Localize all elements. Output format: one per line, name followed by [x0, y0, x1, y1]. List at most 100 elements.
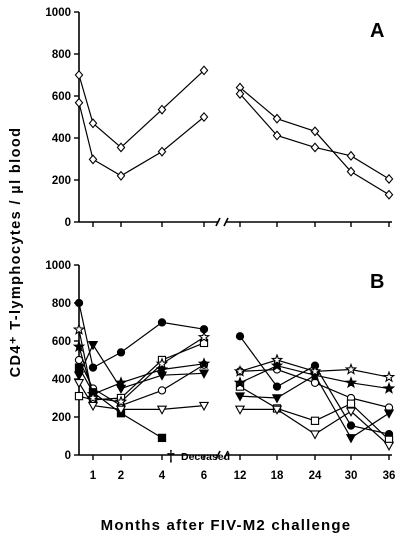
panel-b-point [198, 369, 210, 379]
panel-b-series-5 [73, 341, 395, 444]
panel-b-point [114, 395, 128, 408]
panel-a-point [74, 97, 84, 108]
panel-a-point [88, 154, 98, 165]
panel-b-point [114, 376, 128, 389]
panel-b-point [87, 341, 99, 351]
panel-a-series-line [239, 87, 390, 196]
panel-b-point [86, 391, 100, 404]
panel-a-series-line [78, 102, 205, 177]
panel-b-point [235, 332, 245, 341]
panel-b-point [271, 394, 283, 404]
panel-b-y-tick-label: 800 [52, 298, 71, 310]
panel-b-point [74, 391, 84, 401]
x-tick-label: 12 [234, 470, 247, 482]
panel-a-point [384, 189, 394, 200]
panel-b-point [233, 364, 247, 377]
panel-a-series-1 [74, 65, 394, 200]
panel-b-point [234, 392, 246, 402]
panel-b-point [156, 405, 168, 415]
panel-a-series-line [78, 69, 205, 149]
panel-a-point [199, 65, 209, 76]
panel-b-point [87, 401, 99, 412]
panel-b-point [309, 430, 321, 440]
panel-b-point [383, 441, 395, 452]
panel-a-y-tick-label: 200 [52, 175, 71, 187]
panel-b-point [197, 330, 211, 343]
panel-b-point [157, 386, 167, 395]
panel-b-series-2 [74, 355, 394, 412]
panel-a-axis-break-2 [223, 217, 229, 227]
panel-a-point [157, 104, 167, 115]
deceased-note: Deceased [181, 451, 230, 463]
panel-b-point [73, 371, 85, 381]
panel-b-point [346, 399, 356, 408]
panel-b-y-tick-label: 0 [65, 450, 71, 462]
panel-a-y-tick-label: 800 [52, 49, 71, 61]
panel-b-point [197, 357, 211, 370]
panel-b-series-6 [73, 379, 395, 452]
panel-a-point [88, 118, 98, 129]
panel-b-point [157, 318, 167, 327]
panel-b-point [344, 376, 358, 389]
panel-b-point [345, 407, 357, 417]
panel-b-point [308, 368, 322, 381]
panel-a-point [310, 142, 320, 153]
panel-b-point [270, 353, 284, 366]
panel-b-point [72, 323, 86, 335]
panel-b-point [345, 434, 357, 444]
panel-a: 0 200 400 600 800 1000 [45, 7, 394, 229]
panel-a-y-tick-label: 400 [52, 133, 71, 145]
panel-b-point [74, 298, 84, 308]
x-tick-label: 18 [271, 470, 284, 482]
x-tick-label: 4 [159, 470, 166, 482]
panel-b-point [116, 348, 126, 357]
panel-b-point [155, 357, 169, 370]
panel-b-point [234, 405, 246, 415]
x-tick-label: 36 [383, 470, 396, 482]
panel-b-point [382, 370, 396, 383]
y-axis-label: CD4⁺ T-lymphocytes / µl blood [8, 127, 24, 378]
deceased-dagger: † [167, 447, 175, 465]
panel-b-series-8 [72, 323, 396, 408]
panel-a-point [235, 88, 245, 99]
panel-b-point [383, 409, 395, 419]
panel-b-point [198, 401, 210, 412]
x-tick-label: 1 [90, 470, 97, 482]
panel-b-point [310, 416, 320, 425]
panel-a-letter: A [370, 20, 384, 42]
x-tick-label: 24 [309, 470, 322, 482]
panel-b-y-tick-label: 1000 [45, 260, 71, 272]
panel-b-letter: B [370, 271, 384, 293]
panel-b-point [74, 355, 84, 365]
panel-b-point [88, 363, 98, 372]
panel-a-y-tick-label: 1000 [45, 7, 71, 19]
x-axis-label: Months after FIV-M2 challenge [101, 517, 352, 534]
x-tick-label: 2 [118, 470, 124, 482]
panel-a-point [199, 111, 209, 123]
panel-a-point [116, 170, 126, 181]
panel-b-point [272, 382, 282, 391]
panel-b-axis-break-1 [215, 450, 221, 460]
panel-a-point [272, 130, 282, 141]
panel-a-y-tick-label: 0 [65, 217, 71, 229]
panel-b-axis-break-2 [223, 450, 229, 460]
panel-b-point [73, 379, 85, 389]
panel-a-axis-break-1 [215, 217, 221, 227]
panel-b-point [344, 362, 358, 375]
panel-a-point [116, 142, 126, 153]
panel-b-series-line [78, 302, 205, 369]
panel-a-point [74, 69, 84, 81]
panel-a-point [346, 166, 356, 177]
panel-b-y-tick-label: 600 [52, 336, 71, 348]
panel-a-point [346, 150, 356, 161]
panel-b-series-line [78, 346, 205, 396]
panel-a-point [310, 126, 320, 137]
panel-b-y-tick-label: 400 [52, 374, 71, 386]
panel-b-y-tick-label: 200 [52, 412, 71, 424]
panel-b-series-line [78, 367, 163, 439]
panel-a-series-2 [74, 88, 394, 184]
panel-b-point [308, 364, 322, 377]
panel-b-point [233, 376, 247, 389]
panel-b-point [382, 381, 396, 394]
